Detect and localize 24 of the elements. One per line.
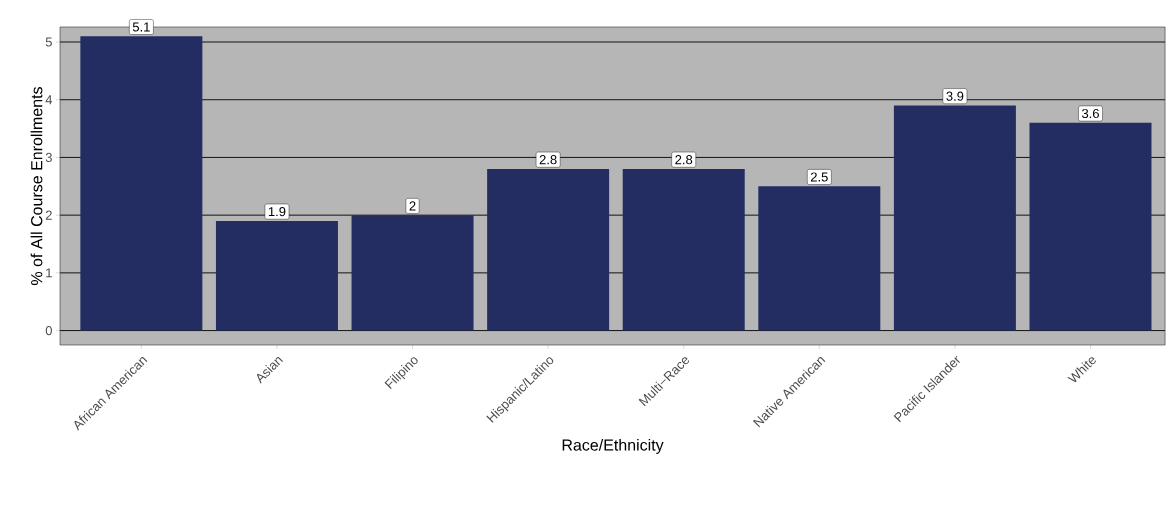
data-label: 2.8 xyxy=(539,155,557,165)
x-axis-title: Race/Ethnicity xyxy=(562,438,664,454)
y-tick-label: 5 xyxy=(45,37,52,47)
bar xyxy=(893,105,1016,331)
data-label: 1.9 xyxy=(268,207,286,217)
data-label: 3.9 xyxy=(946,91,964,101)
bar xyxy=(622,168,745,331)
y-tick-label: 4 xyxy=(45,95,53,105)
bar xyxy=(80,36,203,331)
data-label: 2 xyxy=(409,201,416,211)
data-label: 2.5 xyxy=(810,172,828,182)
y-tick-label: 3 xyxy=(45,152,52,163)
y-tick-label: 2 xyxy=(45,210,52,220)
data-label: 3.6 xyxy=(1081,108,1099,119)
bar xyxy=(215,220,338,331)
bar xyxy=(1029,122,1152,331)
bar xyxy=(351,215,474,331)
data-label: 2.8 xyxy=(675,155,693,165)
y-tick-label: 0 xyxy=(45,325,52,336)
bar xyxy=(487,168,610,331)
data-label: 5.1 xyxy=(132,22,150,32)
y-axis-title: % of All Course Enrollments xyxy=(30,87,43,286)
bar xyxy=(758,186,881,331)
y-tick-label: 1 xyxy=(46,268,52,278)
